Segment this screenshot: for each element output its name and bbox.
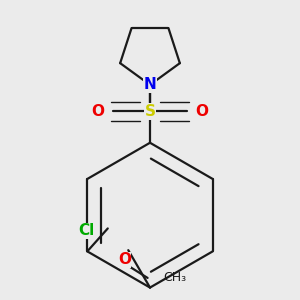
Text: O: O (195, 104, 208, 119)
Text: O: O (118, 252, 131, 267)
Text: CH₃: CH₃ (163, 272, 186, 284)
Text: Cl: Cl (78, 224, 94, 238)
Text: O: O (92, 104, 105, 119)
Text: S: S (145, 104, 155, 119)
Text: N: N (144, 77, 156, 92)
